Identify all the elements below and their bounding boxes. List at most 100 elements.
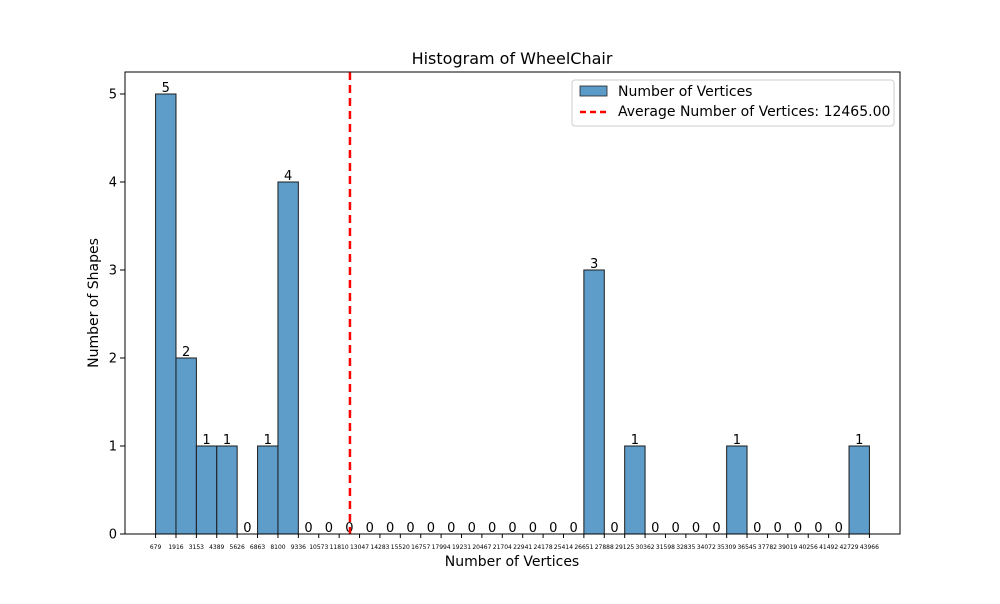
x-tick-label: 16757 — [411, 544, 430, 551]
x-tick-label: 15520 — [391, 544, 410, 551]
x-tick-label: 21704 — [493, 544, 512, 551]
x-axis: 679 1916 3153 4389 5626 6863 8100 9336 10573 1181… — [150, 534, 879, 551]
x-tick-label: 11810 — [330, 544, 349, 551]
y-tick-label: 0 — [109, 528, 117, 543]
bar-value-label: 0 — [406, 521, 414, 536]
x-tick-label: 20467 — [472, 544, 491, 551]
histogram-bar — [195, 445, 218, 535]
x-tick-label: 40256 — [799, 544, 818, 551]
legend-average-label: Average Number of Vertices: 12465.00 — [618, 104, 890, 120]
x-tick-label: 17994 — [432, 544, 451, 551]
y-tick-label: 1 — [109, 440, 117, 455]
y-tick-label: 2 — [109, 352, 117, 367]
bar-value-label: 1 — [223, 433, 231, 448]
bar-value-label: 1 — [264, 433, 272, 448]
x-tick-label: 5626 — [230, 544, 245, 551]
legend: Number of Vertices Average Number of Ver… — [571, 79, 895, 127]
bar-value-label: 0 — [427, 521, 435, 536]
x-tick-label: 41492 — [819, 544, 838, 551]
chart-title: Histogram of WheelChair — [412, 49, 613, 68]
x-tick-label: 31598 — [656, 544, 675, 551]
x-tick-label: 36545 — [737, 544, 756, 551]
y-tick-label: 3 — [109, 264, 117, 279]
histogram-bar — [175, 357, 197, 535]
x-tick-label: 19231 — [452, 544, 471, 551]
plot-frame — [124, 71, 901, 535]
bar-value-label: 5 — [162, 81, 170, 96]
bar-value-label: 0 — [651, 521, 659, 536]
y-tick-label: 4 — [109, 176, 117, 191]
x-tick-label: 1916 — [168, 544, 183, 551]
x-axis-label: Number of Vertices — [445, 554, 579, 570]
x-tick-label: 27888 — [595, 544, 614, 551]
histogram-bar — [583, 269, 605, 535]
bar-value-label: 0 — [468, 521, 476, 536]
bar-value-label: 0 — [814, 521, 822, 536]
bar-value-label: 0 — [753, 521, 761, 536]
x-tick-label: 24178 — [534, 544, 553, 551]
x-tick-label: 35309 — [717, 544, 736, 551]
x-tick-label: 4389 — [209, 544, 224, 551]
bar-value-label: 0 — [835, 521, 843, 536]
x-tick-label: 25414 — [554, 544, 573, 551]
legend-bar-swatch — [579, 85, 608, 97]
x-tick-label: 3153 — [189, 544, 204, 551]
x-tick-label: 30362 — [636, 544, 655, 551]
bar-value-label: 0 — [508, 521, 516, 536]
bar-value-label: 0 — [794, 521, 802, 536]
bar-value-label: 0 — [325, 521, 333, 536]
x-tick-label: 10573 — [309, 544, 328, 551]
bar-value-label: 0 — [366, 521, 374, 536]
x-tick-label: 29125 — [615, 544, 634, 551]
legend-bar-label: Number of Vertices — [618, 84, 752, 100]
bar-value-label: 0 — [447, 521, 455, 536]
bar-value-label: 0 — [773, 521, 781, 536]
bar-value-label: 3 — [590, 257, 598, 272]
y-axis-label: Number of Shapes — [86, 238, 102, 368]
x-tick-label: 34072 — [697, 544, 716, 551]
x-tick-label: 32835 — [676, 544, 695, 551]
bar-value-label: 0 — [549, 521, 557, 536]
bar-value-label: 1 — [631, 433, 639, 448]
x-tick-label: 14283 — [370, 544, 389, 551]
histogram-bar — [277, 181, 299, 535]
bar-value-label: 1 — [202, 433, 210, 448]
x-tick-label: 26651 — [574, 544, 593, 551]
bar-value-label: 1 — [855, 433, 863, 448]
x-tick-label: 22941 — [513, 544, 532, 551]
bar-value-label: 0 — [672, 521, 680, 536]
bar-value-label: 0 — [386, 521, 394, 536]
x-tick-label: 13047 — [350, 544, 369, 551]
x-tick-label: 42729 — [839, 544, 858, 551]
bar-value-label: 2 — [182, 345, 190, 360]
bar-value-labels: 52110140000000000000030100001000001 — [162, 81, 864, 536]
y-axis: 0 1 2 3 4 5 — [109, 88, 125, 543]
bar-value-label: 0 — [712, 521, 720, 536]
bar-value-label: 0 — [570, 521, 578, 536]
legend-box — [571, 79, 895, 127]
histogram-bar — [624, 445, 646, 535]
histogram-bar — [155, 93, 177, 535]
bar-value-label: 0 — [243, 521, 251, 536]
bar-value-label: 4 — [284, 169, 292, 184]
bar-value-label: 1 — [733, 433, 741, 448]
x-tick-label: 43966 — [860, 544, 879, 551]
bars-layer — [155, 93, 870, 535]
histogram-bar — [726, 445, 748, 535]
histogram-bar — [848, 445, 870, 535]
x-tick-label: 6863 — [250, 544, 265, 551]
bar-value-label: 0 — [610, 521, 618, 536]
bar-value-label: 0 — [488, 521, 496, 536]
histogram-bar — [257, 445, 279, 535]
bar-value-label: 0 — [529, 521, 537, 536]
x-tick-label: 8100 — [270, 544, 285, 551]
histogram-bar — [216, 445, 238, 535]
y-tick-label: 5 — [109, 88, 117, 103]
x-tick-label: 37782 — [758, 544, 777, 551]
x-tick-label: 679 — [150, 544, 162, 551]
bar-value-label: 0 — [692, 521, 700, 536]
bar-value-label: 0 — [304, 521, 312, 536]
x-tick-label: 9336 — [291, 544, 306, 551]
